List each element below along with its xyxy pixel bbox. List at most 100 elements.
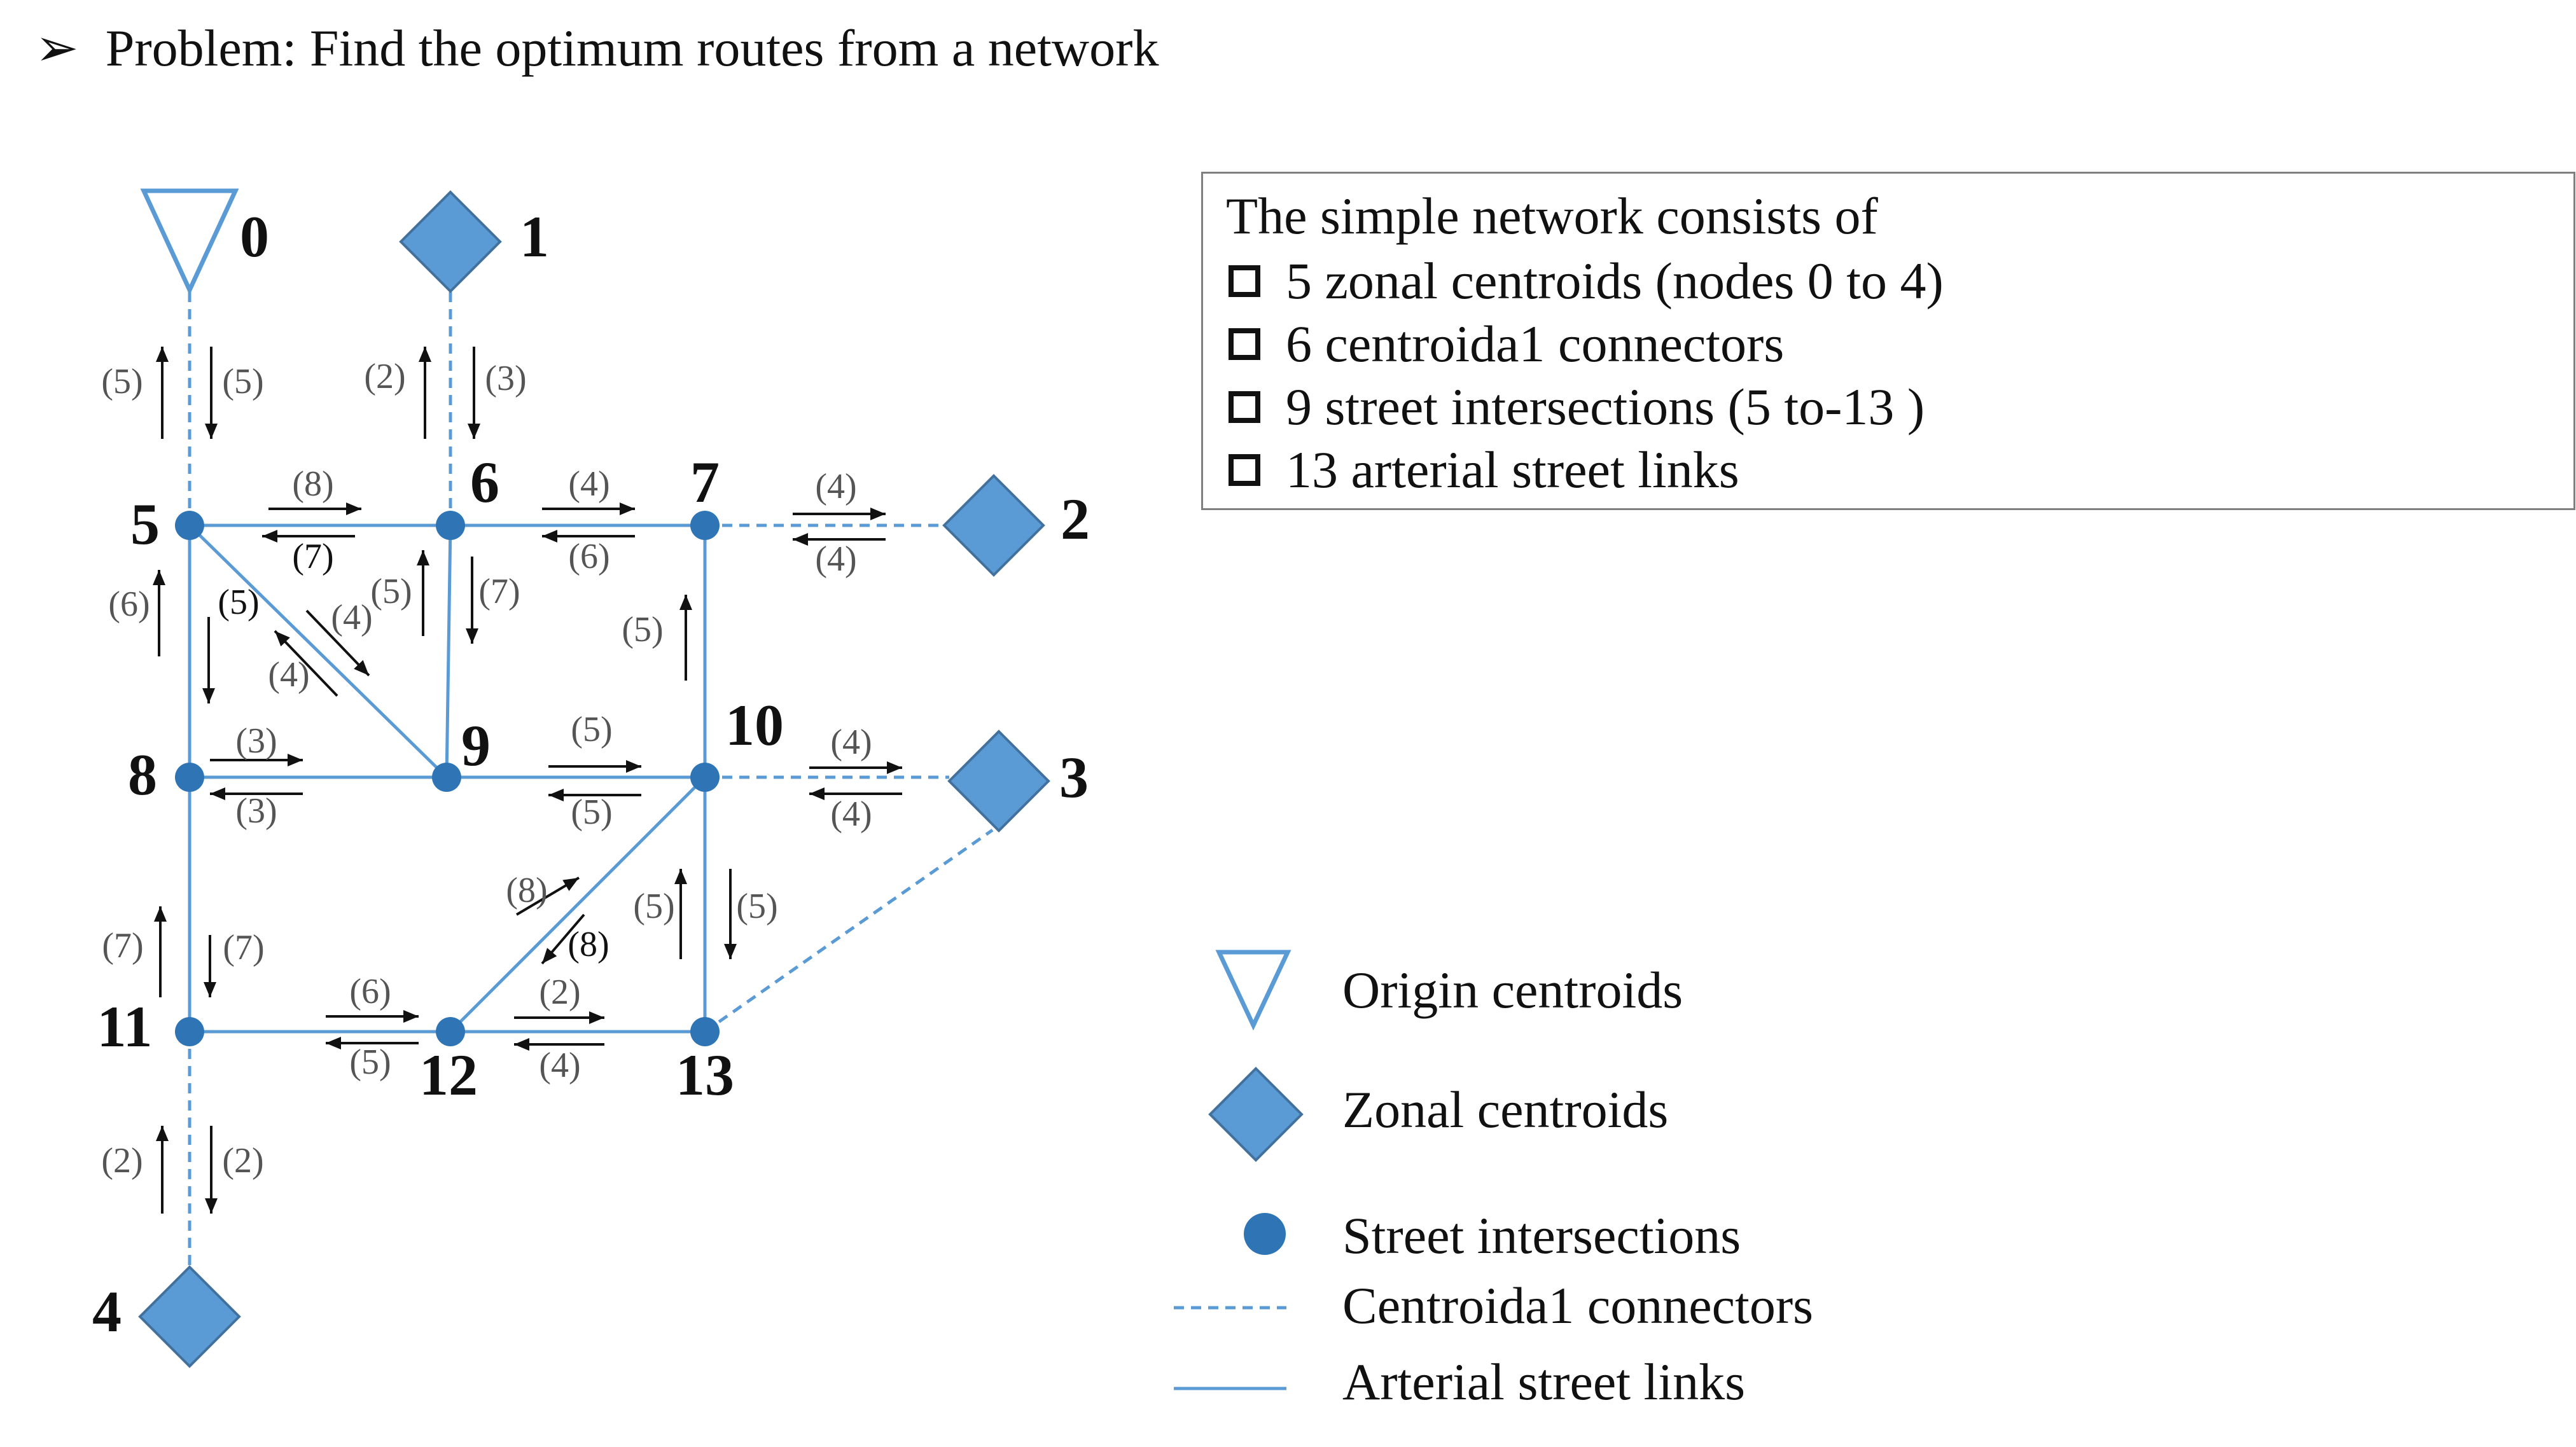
node-label-9: 9 xyxy=(461,713,491,778)
info-item-text: 13 arterial street links xyxy=(1286,440,1739,499)
cost-label-11-4-forward: (2) xyxy=(222,1141,263,1180)
info-item-text: 5 zonal centroids (nodes 0 to 4) xyxy=(1286,251,1944,310)
info-heading: The simple network consists of xyxy=(1226,187,1878,245)
intersection-node-5 xyxy=(175,511,204,540)
zonal-centroid-4 xyxy=(138,1265,241,1368)
cost-label-12-13-forward: (2) xyxy=(539,973,580,1012)
cost-label-10-7-forward: (5) xyxy=(622,610,663,649)
cost-label-11-12-backward: (5) xyxy=(349,1042,391,1082)
arterial-link-6-9 xyxy=(445,525,452,778)
cost-label-8-9-forward: (3) xyxy=(235,721,277,761)
intersection-node-6 xyxy=(436,511,465,540)
network-info-box: The simple network consists of 5 zonal c… xyxy=(1201,172,2575,510)
zonal-centroid-3 xyxy=(947,730,1050,833)
zonal-centroid-1 xyxy=(399,190,502,293)
cost-label-5-8-forward: (5) xyxy=(218,583,259,622)
node-label-6: 6 xyxy=(470,450,499,515)
cost-label-5-6-backward: (7) xyxy=(292,537,333,576)
cost-label-8-11-forward: (7) xyxy=(223,928,264,967)
cost-label-5-8-backward: (6) xyxy=(108,585,150,624)
arrow-12-10-backward-head xyxy=(542,948,557,964)
arrow-1-6-forward-head xyxy=(468,424,480,439)
arrow-9-10-forward-head xyxy=(626,760,641,773)
cost-label-10-13-forward: (5) xyxy=(736,887,777,926)
arrow-10-13-backward-head xyxy=(674,869,687,884)
arrow-8-11-backward-head xyxy=(154,906,167,922)
arrow-10-3-backward-head xyxy=(809,787,825,800)
node-label-8: 8 xyxy=(128,742,157,807)
cost-label-10-13-backward: (5) xyxy=(633,887,674,926)
arrow-6-7-forward-head xyxy=(620,502,635,515)
cost-label-5-9-forward: (4) xyxy=(331,598,372,637)
legend-arterial-label: Arterial street links xyxy=(1342,1353,1746,1411)
info-item: 9 street intersections (5 to-13 ) xyxy=(1226,375,2573,438)
cost-label-6-9-backward: (5) xyxy=(370,572,412,611)
node-label-11: 11 xyxy=(97,994,153,1059)
arrow-bullet-icon: ➢ xyxy=(35,19,79,77)
node-label-4: 4 xyxy=(92,1279,122,1344)
cost-label-5-6-forward: (8) xyxy=(292,464,333,504)
arrow-5-9-forward-head xyxy=(354,660,369,675)
node-label-3: 3 xyxy=(1059,745,1089,810)
legend-dot-icon xyxy=(1244,1213,1286,1255)
arrow-8-9-backward-head xyxy=(210,787,225,800)
arrow-5-8-forward-head xyxy=(202,688,215,703)
legend-origin-label: Origin centroids xyxy=(1342,961,1683,1019)
cost-label-0-5-backward: (5) xyxy=(101,362,143,401)
arrow-9-10-backward-head xyxy=(548,789,564,801)
arrow-12-10-forward-head xyxy=(562,878,579,891)
info-item: 13 arterial street links xyxy=(1226,438,2573,501)
cost-label-11-4-backward: (2) xyxy=(101,1141,143,1180)
cost-label-1-6-backward: (2) xyxy=(364,357,405,396)
arrow-10-7-forward-head xyxy=(679,595,692,610)
cost-label-10-3-forward: (4) xyxy=(830,723,872,762)
legend-intersection-label: Street intersections xyxy=(1342,1207,1741,1264)
cost-label-8-11-backward: (7) xyxy=(102,926,143,966)
arrow-0-5-backward-head xyxy=(156,347,169,362)
legend-diamond-icon xyxy=(1208,1067,1304,1162)
arrow-5-6-forward-head xyxy=(346,502,361,515)
info-item: 6 centroida1 connectors xyxy=(1226,312,2573,375)
node-label-12: 12 xyxy=(419,1042,478,1107)
intersection-node-7 xyxy=(690,511,720,540)
arrow-10-3-forward-head xyxy=(887,761,902,774)
cost-label-1-6-forward: (3) xyxy=(485,359,526,398)
arrow-11-12-forward-head xyxy=(403,1010,419,1023)
arterial-link-10-12 xyxy=(449,776,706,1033)
arrow-10-13-forward-head xyxy=(724,944,737,959)
cost-label-8-9-backward: (3) xyxy=(235,791,277,831)
arrow-6-9-forward-head xyxy=(466,628,478,644)
arrow-7-2-backward-head xyxy=(793,533,808,546)
cost-label-10-3-backward: (4) xyxy=(830,794,872,834)
arrow-11-4-forward-head xyxy=(205,1198,218,1214)
info-item: 5 zonal centroids (nodes 0 to 4) xyxy=(1226,249,2573,312)
legend-zonal-label: Zonal centroids xyxy=(1342,1081,1669,1139)
cost-label-9-10-forward: (5) xyxy=(571,710,612,749)
cost-label-6-9-forward: (7) xyxy=(478,572,520,611)
cost-label-6-7-forward: (4) xyxy=(568,464,609,504)
cost-label-7-2-forward: (4) xyxy=(815,467,856,506)
cost-label-5-9-backward: (4) xyxy=(268,655,309,695)
problem-title-text: Problem: Find the optimum routes from a … xyxy=(105,19,1159,77)
cost-label-6-7-backward: (6) xyxy=(568,537,609,576)
node-label-1: 1 xyxy=(520,204,549,269)
cost-label-11-12-forward: (6) xyxy=(349,972,391,1011)
cost-label-12-10-forward: (8) xyxy=(506,871,547,910)
arrow-6-9-backward-head xyxy=(417,550,429,565)
info-item-text: 6 centroida1 connectors xyxy=(1286,314,1785,373)
cost-label-12-10-backward: (8) xyxy=(567,925,609,964)
checkbox-icon xyxy=(1229,453,1260,486)
cost-label-0-5-forward: (5) xyxy=(222,362,263,401)
arrow-6-7-backward-head xyxy=(542,530,557,543)
arrow-11-12-backward-head xyxy=(326,1037,341,1049)
node-label-5: 5 xyxy=(130,492,160,557)
node-label-10: 10 xyxy=(725,693,784,758)
intersection-node-8 xyxy=(175,763,204,792)
intersection-node-11 xyxy=(175,1017,204,1046)
legend-triangle-icon xyxy=(1215,950,1291,1031)
node-label-7: 7 xyxy=(690,450,720,515)
zonal-centroid-2 xyxy=(942,474,1045,577)
arrow-5-6-backward-head xyxy=(262,530,277,543)
node-label-0: 0 xyxy=(240,204,269,269)
